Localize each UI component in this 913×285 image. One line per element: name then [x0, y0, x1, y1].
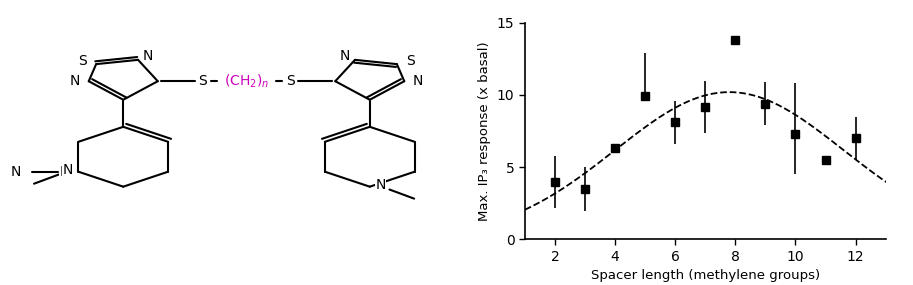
- Text: S: S: [198, 74, 206, 88]
- Text: N: N: [375, 178, 386, 192]
- Text: N: N: [62, 163, 73, 177]
- Text: N: N: [10, 165, 20, 179]
- Text: S: S: [287, 74, 295, 88]
- X-axis label: Spacer length (methylene groups): Spacer length (methylene groups): [591, 269, 820, 282]
- Text: (CH$_2$)$_n$: (CH$_2$)$_n$: [224, 72, 269, 90]
- Text: N: N: [340, 48, 351, 63]
- Y-axis label: Max. IP₃ response (x basal): Max. IP₃ response (x basal): [478, 41, 491, 221]
- Text: N: N: [69, 74, 80, 88]
- Text: S: S: [406, 54, 415, 68]
- Text: N: N: [59, 165, 69, 179]
- Text: N: N: [142, 48, 153, 63]
- Text: S: S: [78, 54, 87, 68]
- Text: N: N: [413, 74, 424, 88]
